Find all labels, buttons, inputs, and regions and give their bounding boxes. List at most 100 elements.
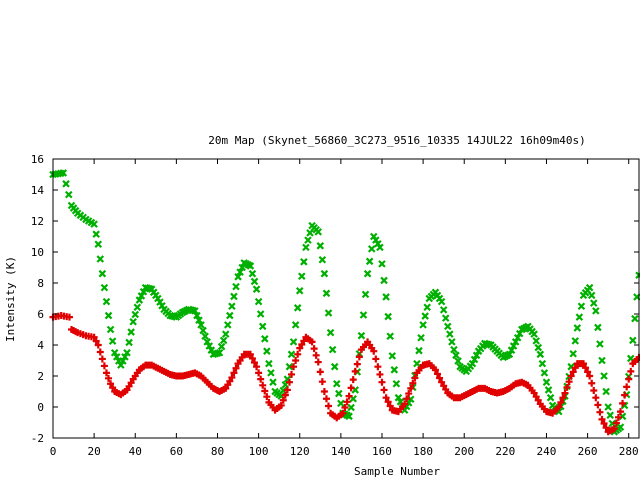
data-point [472,351,481,360]
y-tick-label: 10 [31,246,44,259]
data-point [602,424,610,432]
data-point [191,307,199,315]
data-point [406,395,415,404]
data-point [230,369,238,377]
data-point [341,404,349,412]
data-point [232,364,240,372]
data-point [283,386,291,394]
data-point [565,378,573,386]
x-tick-label: 220 [495,445,515,458]
data-point [119,357,127,365]
data-point [193,311,201,320]
data-point [328,345,337,354]
data-point [129,317,137,326]
data-point [629,336,637,345]
data-point [538,359,547,368]
data-point [415,346,423,355]
x-tick-label: 240 [537,445,557,458]
data-point [602,387,610,396]
data-point [288,370,296,378]
data-point [378,260,386,268]
data-point [365,257,374,266]
data-point [405,390,413,398]
data-point [217,342,226,351]
data-point [604,403,612,411]
data-point [614,413,622,421]
x-tick-label: 20 [87,445,100,458]
data-point [436,374,444,382]
data-point [62,180,70,188]
data-point [409,379,417,387]
data-point [361,290,370,299]
data-point [332,379,341,388]
data-point [285,362,294,371]
series-1 [49,169,640,436]
data-point [224,381,232,389]
data-point [386,332,394,340]
data-point [594,401,602,409]
data-point [100,362,108,370]
data-point [322,289,331,298]
data-point [201,332,209,340]
x-tick-label: 120 [290,445,310,458]
data-point [108,337,117,345]
data-point [559,394,567,402]
data-point [102,297,111,306]
data-point [616,408,624,416]
data-point [376,243,384,252]
data-point [234,273,242,281]
data-point [511,338,520,346]
data-point [248,269,257,278]
series-2 [49,312,640,436]
data-point [351,367,359,375]
data-point [380,276,388,285]
x-tick-label: 180 [413,445,433,458]
data-point [589,299,598,307]
data-point [59,169,68,177]
data-point [401,400,409,408]
data-point [421,312,429,320]
data-point [252,285,261,293]
axis-layer: 0 20 40 60 80 100 120 140 160 180 200 220 240 260 280-… [31,153,639,458]
y-tick-label: 8 [37,277,44,290]
data-point [221,330,230,338]
data-point [598,356,606,365]
x-tick-label: 200 [454,445,474,458]
data-point [353,360,361,368]
data-point [102,369,110,377]
data-point [592,307,600,315]
data-point [411,374,419,382]
data-point [219,336,228,345]
data-point [285,378,293,386]
data-point [302,243,310,252]
x-tick-label: 40 [129,445,142,458]
data-point [105,374,113,382]
data-point [431,366,439,374]
data-point [507,346,516,354]
data-point [314,358,322,366]
data-point [265,359,273,368]
data-point [573,324,582,332]
data-point [293,304,302,312]
data-point [236,268,244,276]
data-point [277,401,285,409]
data-point [382,394,390,402]
data-point [123,348,131,357]
data-point [90,220,98,228]
data-point [251,359,259,367]
data-point [413,359,421,368]
data-point [596,340,604,348]
data-point [98,269,107,278]
data-point [121,353,129,361]
data-point [367,245,376,253]
data-point [532,337,540,345]
data-point [125,338,133,347]
data-point [261,387,269,395]
data-point [263,393,271,401]
data-point [199,326,207,335]
data-point [287,350,296,359]
data-point [621,391,629,399]
data-point [359,311,368,319]
data-point [372,355,380,363]
data-point [263,347,271,355]
